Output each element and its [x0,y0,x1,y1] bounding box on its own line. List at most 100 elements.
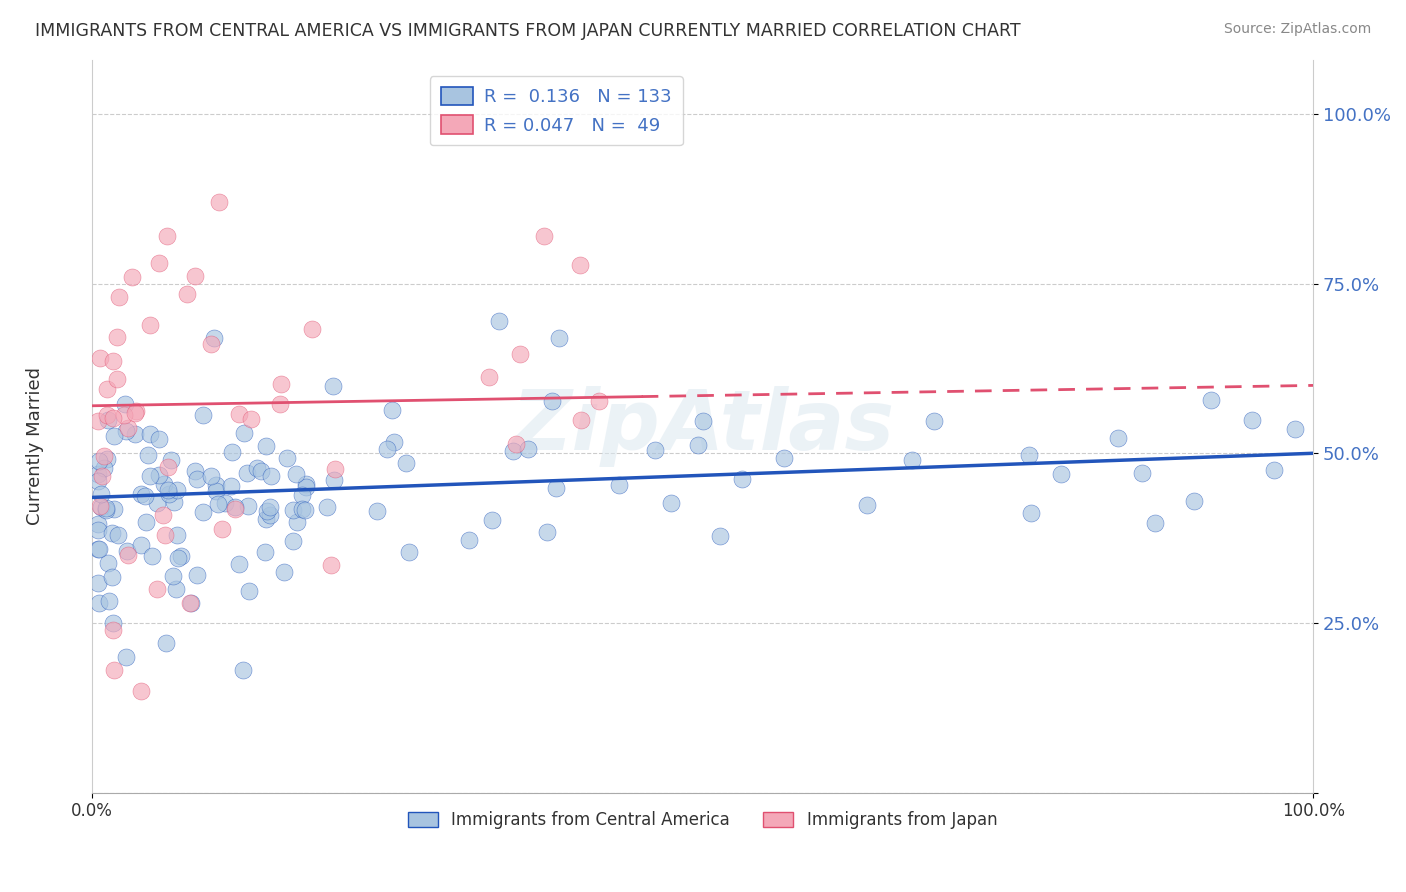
Point [398,545,420,559]
Point [533,229,555,244]
Point [131,487,153,501]
Point [156,459,179,474]
Point [294,503,316,517]
Point [773,450,796,465]
Point [166,483,188,497]
Point [488,314,510,328]
Point [505,436,527,450]
Point [112,408,135,422]
Text: Currently Married: Currently Married [27,367,44,525]
Point [191,408,214,422]
Point [91,469,114,483]
Point [93,461,115,475]
Point [548,331,571,345]
Point [155,527,177,541]
Point [89,500,111,514]
Point [270,377,292,392]
Point [205,478,228,492]
Point [138,426,160,441]
Point [93,449,115,463]
Point [87,596,110,610]
Point [183,268,205,283]
Point [269,397,291,411]
Point [101,623,124,637]
Point [546,481,568,495]
Point [105,329,128,343]
Point [283,533,305,548]
Point [1284,422,1306,436]
Text: Source: ZipAtlas.com: Source: ZipAtlas.com [1223,22,1371,37]
Point [502,444,524,458]
Point [481,513,503,527]
Point [103,664,125,678]
Point [135,515,157,529]
Point [221,479,243,493]
Point [141,549,163,563]
Point [101,615,124,630]
Point [129,683,152,698]
Point [253,545,276,559]
Point [259,508,281,523]
Point [254,512,277,526]
Point [382,434,405,449]
Point [176,286,198,301]
Point [295,480,318,494]
Point [569,412,592,426]
Point [321,558,343,572]
Point [179,596,201,610]
Point [107,527,129,541]
Point [139,469,162,483]
Point [115,544,138,558]
Point [87,453,110,467]
Point [138,318,160,333]
Point [101,526,124,541]
Point [124,427,146,442]
Point [1019,506,1042,520]
Point [644,443,666,458]
Point [152,508,174,523]
Point [1182,494,1205,508]
Point [98,594,121,608]
Point [517,442,540,456]
Point [148,256,170,270]
Point [114,397,136,411]
Point [295,477,318,491]
Point [240,412,263,426]
Point [153,477,176,491]
Point [922,414,945,428]
Point [273,566,295,580]
Point [138,448,160,462]
Point [96,502,118,516]
Point [166,528,188,542]
Point [856,498,879,512]
Point [238,583,260,598]
Point [291,501,314,516]
Point [200,469,222,483]
Point [276,450,298,465]
Point [395,456,418,470]
Point [1143,516,1166,530]
Point [87,523,110,537]
Point [377,442,399,456]
Point [256,504,278,518]
Point [184,464,207,478]
Point [323,462,346,476]
Point [148,468,170,483]
Point [87,516,110,531]
Point [117,548,139,562]
Point [536,524,558,539]
Point [224,500,246,514]
Point [155,636,177,650]
Point [103,429,125,443]
Point [541,394,564,409]
Point [1130,466,1153,480]
Point [157,486,180,500]
Point [284,467,307,482]
Point [1263,463,1285,477]
Point [87,575,110,590]
Point [236,499,259,513]
Point [730,472,752,486]
Point [281,502,304,516]
Point [186,568,208,582]
Point [96,408,118,422]
